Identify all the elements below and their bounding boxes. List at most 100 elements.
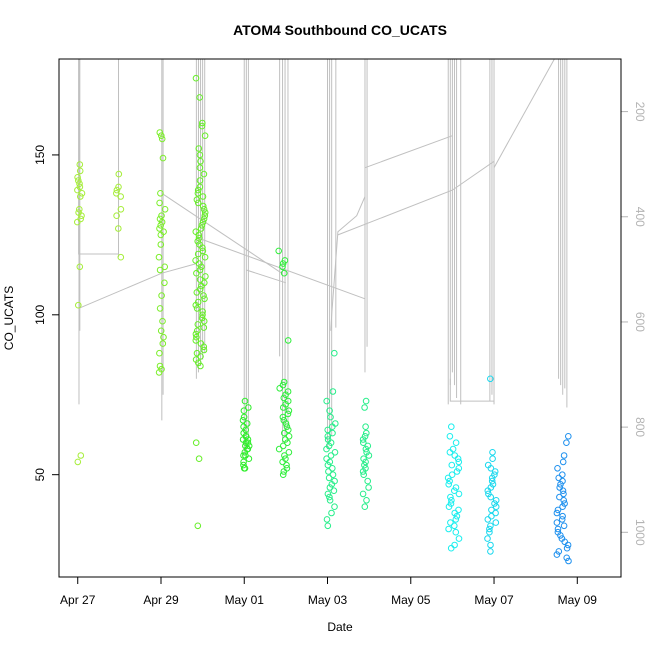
data-point	[565, 557, 572, 565]
data-point	[280, 394, 288, 402]
data-point	[199, 244, 206, 251]
data-point	[326, 458, 334, 466]
data-point	[199, 202, 207, 210]
data-point	[281, 257, 289, 264]
data-point	[76, 167, 84, 175]
data-point	[276, 385, 284, 392]
data-point	[559, 487, 567, 495]
data-point	[201, 295, 208, 303]
data-point	[199, 308, 206, 315]
data-point	[325, 474, 333, 482]
data-point	[448, 471, 456, 479]
data-point	[201, 132, 209, 139]
data-point	[161, 279, 168, 287]
data-point	[331, 503, 338, 511]
x-tick-label: May 03	[308, 593, 348, 607]
data-point	[193, 305, 201, 312]
data-point	[284, 439, 291, 447]
data-point	[555, 548, 563, 555]
data-point	[362, 458, 369, 466]
data-point	[553, 551, 561, 558]
data-point	[452, 528, 460, 536]
data-point	[323, 455, 330, 463]
data-point	[78, 212, 85, 219]
data-point	[193, 349, 201, 357]
data-point	[240, 407, 248, 415]
data-point	[559, 458, 567, 466]
data-point	[201, 212, 209, 219]
data-point	[159, 340, 167, 347]
data-point	[275, 445, 283, 453]
data-point	[200, 206, 208, 213]
data-point	[554, 465, 561, 472]
data-point	[201, 209, 209, 216]
data-point	[455, 535, 463, 542]
data-point	[361, 503, 369, 511]
data-point	[285, 433, 293, 440]
data-point	[488, 506, 495, 514]
data-point	[285, 426, 292, 434]
y-tick-label: 100	[33, 304, 47, 324]
data-point	[556, 493, 563, 501]
data-point	[326, 407, 333, 415]
data-point	[445, 481, 453, 488]
data-point	[489, 449, 496, 456]
data-point	[285, 449, 293, 456]
data-point	[196, 276, 204, 283]
data-point	[282, 391, 289, 399]
data-point	[563, 544, 571, 552]
data-point	[156, 362, 164, 370]
x-tick-label: May 09	[558, 593, 598, 607]
data-point	[76, 180, 83, 187]
data-point	[359, 436, 367, 443]
data-point	[492, 497, 500, 504]
data-point	[361, 404, 368, 411]
data-point	[360, 471, 368, 479]
data-point	[195, 145, 203, 152]
altitude-trace-path	[198, 237, 366, 300]
data-point	[74, 218, 81, 226]
data-point	[158, 218, 166, 226]
data-point	[282, 420, 290, 427]
data-point	[198, 122, 206, 130]
data-point	[115, 225, 122, 232]
pressure-tick-label: 600	[633, 312, 647, 332]
data-point	[243, 420, 251, 427]
data-point	[194, 250, 202, 258]
data-point	[489, 455, 496, 463]
data-point	[199, 193, 207, 200]
data-point	[455, 458, 463, 466]
data-point	[328, 481, 336, 488]
data-point	[329, 429, 336, 437]
data-point	[284, 410, 292, 418]
data-point	[159, 154, 167, 162]
data-point	[279, 442, 287, 450]
data-point	[362, 445, 370, 453]
x-tick-label: Apr 27	[60, 593, 96, 607]
data-point	[194, 522, 202, 530]
data-point	[199, 119, 206, 127]
data-point	[158, 132, 165, 139]
data-point	[554, 525, 562, 533]
data-point	[157, 231, 165, 239]
data-point	[194, 199, 202, 207]
data-point	[117, 193, 124, 200]
data-point	[117, 253, 125, 261]
data-point	[323, 397, 331, 405]
data-point	[455, 490, 463, 498]
data-point	[359, 490, 367, 498]
data-point	[452, 516, 460, 523]
data-point	[74, 458, 82, 466]
data-point	[451, 487, 458, 495]
data-point	[487, 541, 494, 549]
data-point	[155, 369, 163, 376]
altitude-trace-path	[330, 135, 453, 331]
data-point	[484, 516, 492, 523]
data-point	[202, 273, 209, 280]
data-point	[446, 433, 454, 440]
data-point	[240, 461, 247, 469]
data-point	[156, 129, 164, 136]
data-point	[241, 449, 249, 456]
data-point	[559, 512, 566, 520]
